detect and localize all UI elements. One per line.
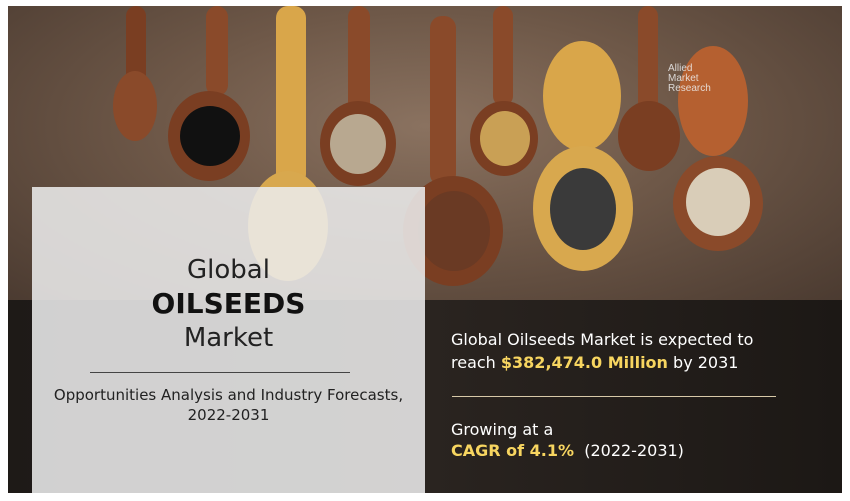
spoon-handle — [276, 6, 306, 186]
title-oilseeds: OILSEEDS — [151, 287, 306, 320]
divider — [452, 396, 776, 397]
subtitle: Opportunities Analysis and Industry Fore… — [53, 386, 404, 404]
divider — [90, 372, 350, 373]
title-market: Market — [183, 323, 274, 353]
logo-text: Allied — [668, 63, 693, 74]
growth-text: Growing at a — [451, 420, 554, 439]
subtitle-years: 2022-2031 — [187, 406, 270, 424]
spoon-handle — [430, 16, 456, 186]
seeds — [480, 111, 530, 166]
seeds — [330, 114, 386, 174]
spoon-handle — [638, 6, 658, 116]
flax-seeds — [418, 191, 490, 271]
wooden-spoon — [678, 46, 748, 156]
title-panel: Global OILSEEDS Market Opportunities Ana… — [32, 187, 425, 493]
wooden-spoon — [113, 71, 157, 141]
black-seeds — [180, 106, 240, 166]
spoon-handle — [206, 6, 228, 96]
text: by 2031 — [673, 353, 739, 372]
title-global: Global — [187, 255, 270, 285]
spoon-handle — [493, 6, 513, 106]
cagr-period: (2022-2031) — [584, 441, 684, 460]
wooden-spoon — [618, 101, 680, 171]
market-size-value-line: reach $382,474.0 Million by 2031 — [451, 353, 738, 372]
light-wooden-spoon — [543, 41, 621, 151]
logo-text: Market — [668, 73, 699, 84]
allied-market-research-logo: Allied Market Research — [668, 64, 711, 94]
logo-text: Research — [668, 83, 711, 94]
spoon-handle — [348, 6, 370, 116]
text: reach — [451, 353, 496, 372]
chia-seeds — [550, 168, 616, 250]
market-size-value: $382,474.0 Million — [500, 353, 668, 372]
market-size-text: Global Oilseeds Market is expected to — [451, 330, 754, 349]
sunflower-seeds — [686, 168, 750, 236]
cagr-value: CAGR of 4.1% — [451, 441, 575, 460]
cagr-line: CAGR of 4.1% (2022-2031) — [451, 441, 684, 460]
